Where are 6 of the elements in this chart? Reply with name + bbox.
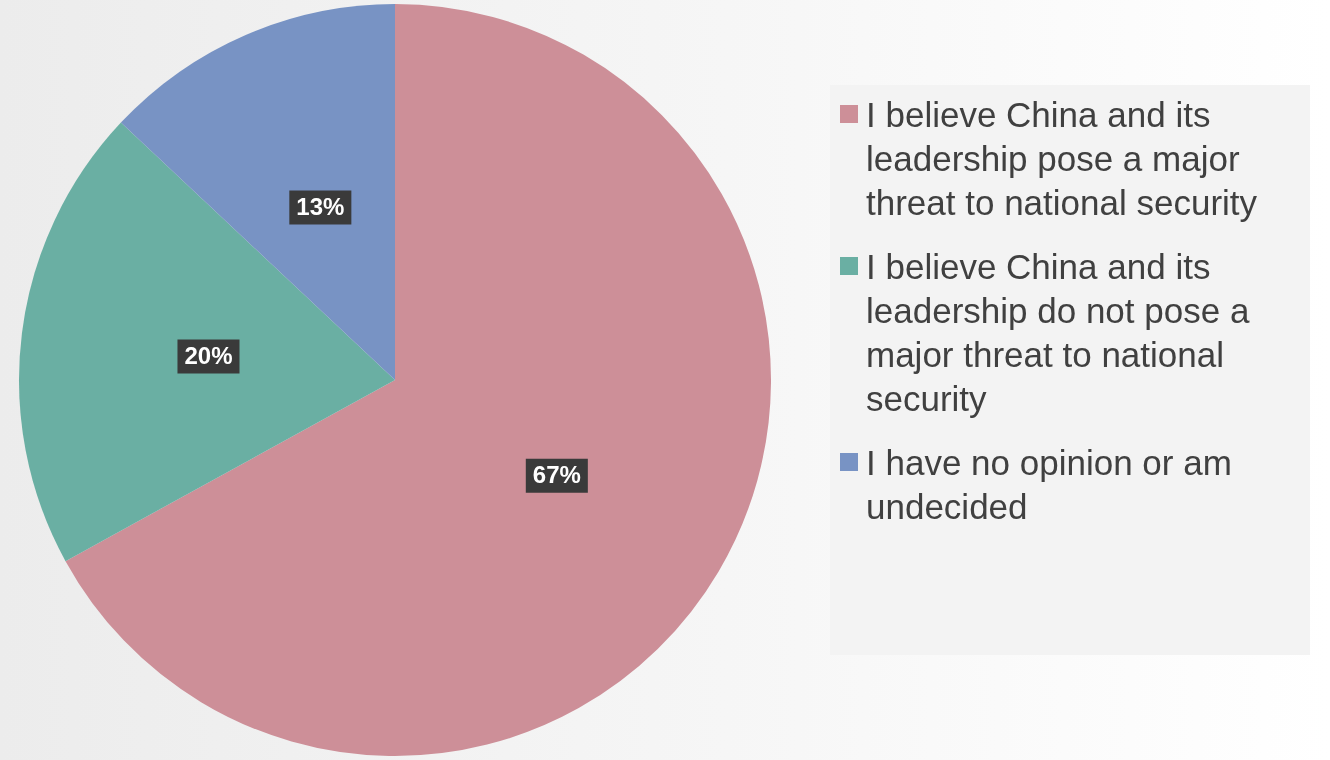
data-label: 13% xyxy=(296,193,345,221)
data-label: 20% xyxy=(184,342,233,370)
legend-label: I believe China and its leadership do not pose a major threat to national security xyxy=(866,246,1251,420)
data-label: 67% xyxy=(532,461,581,489)
legend-label: I have no opinion or am undecided xyxy=(866,442,1233,528)
legend-label: I believe China and its leadership pose a major threat to national security xyxy=(866,94,1259,224)
